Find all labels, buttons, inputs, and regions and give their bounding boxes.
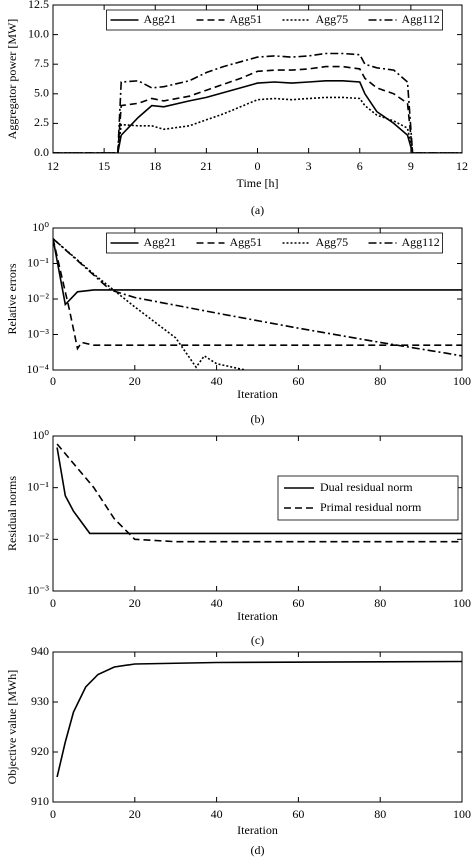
legend-box: [277, 475, 459, 521]
x-tick-label: 60: [292, 807, 304, 821]
y-tick-label: 940: [31, 644, 49, 658]
x-tick-label: 6: [357, 159, 363, 173]
x-tick-label: 12: [47, 159, 59, 173]
x-tick-label: 12: [456, 159, 468, 173]
legend-label: Agg21: [144, 235, 177, 249]
series-line: [56, 443, 462, 543]
x-axis-label: Iteration: [237, 387, 278, 401]
y-tick-label: 10⁻²: [27, 531, 49, 545]
series-line: [53, 238, 248, 370]
x-tick-label: 80: [374, 807, 386, 821]
x-tick-label: 40: [211, 374, 223, 388]
x-tick-label: 100: [453, 807, 471, 821]
x-tick-label: 15: [98, 159, 110, 173]
x-tick-label: 60: [292, 374, 304, 388]
x-axis-label: Iteration: [237, 609, 278, 623]
caption: (c): [251, 633, 264, 647]
legend-box: [106, 9, 443, 31]
y-tick-label: 10⁰: [32, 428, 49, 442]
x-axis-label: Time [h]: [237, 176, 279, 190]
x-tick-label: 3: [306, 159, 312, 173]
x-tick-label: 20: [129, 596, 141, 610]
y-tick-label: 10⁻³: [27, 583, 49, 597]
plot-frame: [52, 651, 463, 803]
series-line: [53, 65, 462, 153]
caption: (b): [251, 412, 265, 426]
y-tick-label: 10⁰: [32, 220, 49, 234]
series-line: [53, 80, 462, 153]
plot-frame: [52, 435, 463, 592]
x-tick-label: 100: [453, 374, 471, 388]
x-tick-label: 20: [129, 807, 141, 821]
x-tick-label: 18: [149, 159, 161, 173]
x-tick-label: 60: [292, 596, 304, 610]
y-tick-label: 910: [31, 794, 49, 808]
x-tick-label: 80: [374, 374, 386, 388]
series-line: [53, 238, 462, 307]
x-tick-label: 40: [211, 596, 223, 610]
y-axis-label: Residual norms: [5, 476, 19, 551]
caption: (d): [251, 843, 265, 857]
legend-label: Agg75: [316, 12, 349, 26]
legend-label: Agg75: [316, 235, 349, 249]
y-tick-label: 10.0: [28, 26, 49, 40]
x-tick-label: 20: [129, 374, 141, 388]
x-tick-label: 0: [50, 374, 56, 388]
x-axis-label: Iteration: [237, 823, 278, 837]
y-tick-label: 12.5: [28, 0, 49, 11]
x-tick-label: 0: [50, 596, 56, 610]
legend-label: Agg51: [230, 235, 263, 249]
series-line: [53, 238, 462, 357]
series-line: [53, 238, 462, 351]
legend-label: Agg51: [230, 12, 263, 26]
caption: (a): [251, 203, 264, 217]
y-tick-label: 7.5: [34, 56, 49, 70]
x-tick-label: 100: [453, 596, 471, 610]
y-tick-label: 5.0: [34, 86, 49, 100]
legend-label: Primal residual norm: [320, 500, 422, 514]
y-tick-label: 10⁻⁴: [26, 362, 49, 376]
y-axis-label: Objective value [MWh]: [5, 670, 19, 785]
series-line: [56, 447, 462, 535]
x-tick-label: 80: [374, 596, 386, 610]
y-tick-label: 930: [31, 694, 49, 708]
x-tick-label: 21: [200, 159, 212, 173]
x-tick-label: 40: [211, 807, 223, 821]
y-axis-label: Aggregator power [MW]: [5, 19, 19, 140]
plot-frame: [52, 227, 463, 371]
series-line: [56, 660, 462, 778]
legend-box: [106, 232, 443, 254]
y-tick-label: 2.5: [34, 115, 49, 129]
y-axis-label: Relative errors: [5, 263, 19, 334]
y-tick-label: 10⁻¹: [27, 255, 49, 269]
series-line: [53, 52, 462, 153]
legend-label: Agg21: [144, 12, 177, 26]
y-tick-label: 10⁻³: [27, 326, 49, 340]
legend-label: Agg112: [402, 235, 440, 249]
plot-frame: [52, 4, 463, 154]
y-tick-label: 0.0: [34, 145, 49, 159]
series-line: [53, 96, 462, 153]
y-tick-label: 10⁻²: [27, 291, 49, 305]
legend-label: Dual residual norm: [320, 480, 413, 494]
x-tick-label: 9: [408, 159, 414, 173]
legend-label: Agg112: [402, 12, 440, 26]
x-tick-label: 0: [255, 159, 261, 173]
y-tick-label: 920: [31, 744, 49, 758]
y-tick-label: 10⁻¹: [27, 479, 49, 493]
x-tick-label: 0: [50, 807, 56, 821]
